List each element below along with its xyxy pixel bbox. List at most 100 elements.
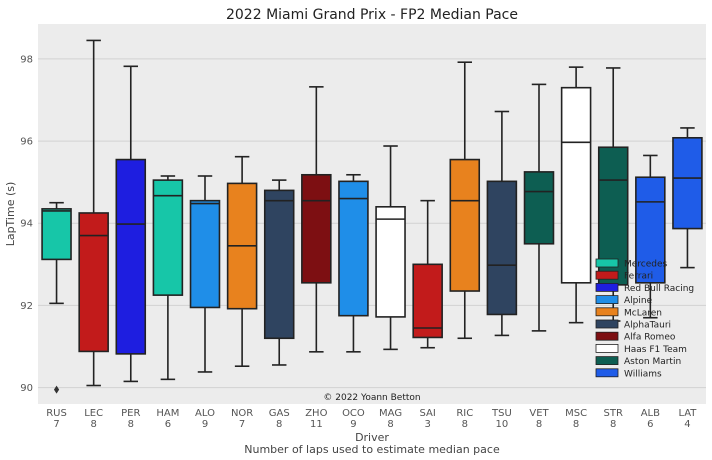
- box-ham: [152, 175, 184, 381]
- x-tick-laps: 3: [424, 419, 430, 430]
- legend-label: Ferrari: [624, 272, 653, 282]
- box-sai: [412, 199, 443, 349]
- box-lat: [672, 127, 703, 269]
- chart-title: 2022 Miami Grand Prix - FP2 Median Pace: [226, 7, 518, 23]
- iqr-box: [189, 199, 221, 309]
- x-tick-driver: MSC: [565, 408, 587, 419]
- y-axis-ticks: 90 92 94 96 98: [20, 54, 33, 394]
- y-axis-label: LapTime (s): [4, 182, 17, 247]
- y-tick-label: 98: [20, 54, 33, 65]
- iqr-box: [41, 208, 72, 261]
- legend-swatch: [595, 270, 619, 280]
- y-tick-label: 90: [20, 383, 33, 394]
- iqr-box: [375, 206, 406, 318]
- box-gas: [263, 179, 295, 366]
- legend-swatch: [595, 331, 619, 341]
- iqr-box: [635, 176, 666, 284]
- grid-lines: [38, 58, 706, 389]
- x-tick-laps: 8: [462, 419, 468, 430]
- legend-label: Williams: [624, 369, 662, 379]
- iqr-box: [523, 171, 555, 245]
- legend-swatch: [595, 343, 619, 353]
- x-tick-laps: 10: [496, 419, 509, 430]
- x-tick-laps: 9: [350, 419, 356, 430]
- x-tick-driver: PER: [121, 408, 140, 419]
- plot-area: [38, 24, 706, 404]
- legend-label: Haas F1 Team: [624, 345, 687, 355]
- legend-label: AlphaTauri: [624, 321, 671, 331]
- box-zho: [301, 86, 332, 353]
- legend-swatch: [595, 368, 619, 378]
- x-tick-driver: LEC: [84, 408, 103, 419]
- x-tick-laps: 8: [128, 419, 134, 430]
- x-tick-laps: 6: [165, 419, 171, 430]
- x-tick-driver: GAS: [269, 408, 290, 419]
- x-tick-driver: RUS: [46, 408, 67, 419]
- iqr-box: [115, 158, 147, 355]
- y-tick-label: 92: [20, 301, 33, 312]
- credit-text: © 2022 Yoann Betton: [323, 393, 420, 403]
- legend-label: Alpine: [624, 296, 653, 306]
- box-msc: [560, 66, 592, 324]
- x-tick-driver: TSU: [491, 408, 512, 419]
- box-oco: [338, 173, 369, 353]
- box-alb: [635, 154, 666, 319]
- x-tick-driver: ALO: [195, 408, 215, 419]
- x-tick-laps: 8: [276, 419, 282, 430]
- x-tick-laps: 6: [647, 419, 653, 430]
- iqr-box: [449, 158, 481, 292]
- x-tick-driver: HAM: [156, 408, 179, 419]
- iqr-box: [486, 180, 518, 316]
- x-tick-driver: RIC: [456, 408, 473, 419]
- x-tick-laps: 8: [387, 419, 393, 430]
- legend-label: Alfa Romeo: [624, 333, 676, 343]
- iqr-box: [301, 173, 332, 284]
- x-tick-laps: 8: [90, 419, 96, 430]
- legend-swatch: [595, 319, 619, 329]
- x-tick-driver: SAI: [420, 408, 436, 419]
- x-tick-driver: NOR: [231, 408, 253, 419]
- legend-label: McLaren: [624, 308, 662, 318]
- box-tsu: [486, 110, 518, 337]
- box-lec: [78, 39, 109, 387]
- x-tick-driver: MAG: [379, 408, 402, 419]
- x-tick-driver: LAT: [678, 408, 697, 419]
- y-tick-label: 94: [20, 219, 33, 230]
- legend-swatch: [595, 356, 619, 366]
- box-nor: [226, 155, 258, 368]
- legend: Mercedes Ferrari Red Bull Racing Alpine McLa…: [595, 258, 694, 379]
- iqr-box: [78, 212, 109, 353]
- legend-label: Red Bull Racing: [624, 284, 694, 294]
- x-tick-laps: 8: [536, 419, 542, 430]
- box-vet: [523, 83, 555, 332]
- iqr-box: [263, 189, 295, 340]
- legend-swatch: [595, 295, 619, 305]
- legend-label: Mercedes: [624, 260, 668, 270]
- y-tick-label: 96: [20, 137, 33, 148]
- x-axis-label: Driver: [355, 431, 389, 444]
- x-tick-driver: OCO: [342, 408, 365, 419]
- box-ric: [449, 61, 481, 340]
- x-tick-driver: ALB: [641, 408, 660, 419]
- iqr-box: [338, 180, 369, 317]
- legend-swatch: [595, 282, 619, 292]
- x-tick-laps: 7: [53, 419, 59, 430]
- legend-swatch: [595, 307, 619, 317]
- box-mag: [375, 145, 406, 351]
- x-tick-laps: 4: [684, 419, 690, 430]
- iqr-box: [672, 136, 703, 230]
- x-tick-laps: 8: [573, 419, 579, 430]
- iqr-box: [560, 86, 592, 284]
- box-alo: [189, 175, 221, 373]
- outlier-point: [53, 385, 60, 394]
- x-tick-driver: ZHO: [305, 408, 327, 419]
- iqr-box: [152, 179, 184, 296]
- box-rus: [41, 201, 72, 394]
- legend-swatch: [595, 258, 619, 268]
- legend-label: Aston Martin: [624, 357, 681, 367]
- x-tick-driver: STR: [604, 408, 623, 419]
- box-series: [41, 39, 703, 394]
- x-tick-laps: 11: [310, 419, 323, 430]
- box-per: [115, 65, 147, 383]
